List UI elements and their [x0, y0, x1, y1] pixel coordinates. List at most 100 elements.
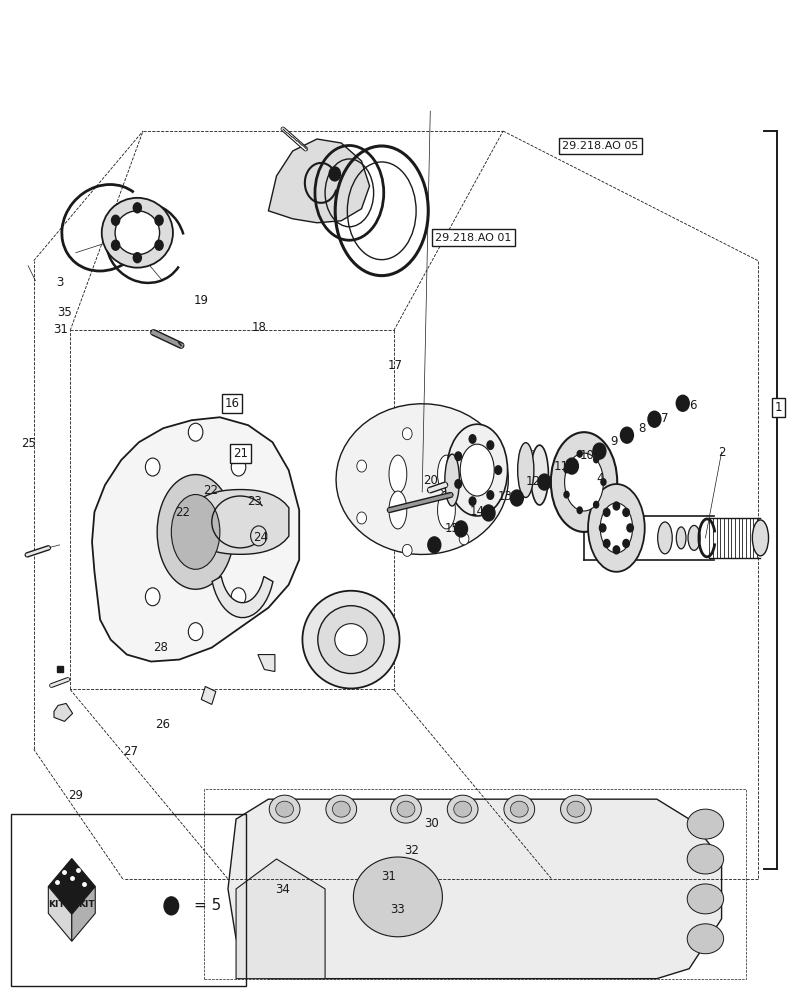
Ellipse shape	[397, 801, 414, 817]
Ellipse shape	[564, 453, 603, 511]
Polygon shape	[228, 799, 721, 979]
Polygon shape	[71, 886, 95, 941]
Ellipse shape	[676, 527, 685, 549]
Circle shape	[592, 501, 599, 509]
Ellipse shape	[444, 454, 459, 506]
Circle shape	[133, 253, 141, 263]
Ellipse shape	[317, 606, 384, 674]
Polygon shape	[92, 417, 298, 662]
Ellipse shape	[560, 795, 590, 823]
Polygon shape	[258, 655, 275, 672]
Circle shape	[603, 508, 609, 516]
Circle shape	[468, 496, 476, 506]
Text: 27: 27	[123, 745, 138, 758]
Circle shape	[612, 546, 619, 554]
Text: 14: 14	[469, 505, 484, 518]
Polygon shape	[201, 686, 216, 704]
Ellipse shape	[101, 198, 173, 268]
Ellipse shape	[657, 522, 672, 554]
Circle shape	[603, 539, 609, 547]
Circle shape	[622, 539, 629, 547]
Polygon shape	[187, 490, 289, 554]
Polygon shape	[336, 404, 508, 554]
Ellipse shape	[302, 591, 399, 688]
Circle shape	[494, 465, 502, 475]
Text: 23: 23	[247, 495, 262, 508]
Circle shape	[427, 537, 440, 553]
Text: 13: 13	[496, 490, 512, 503]
Text: 29.218.AO 01: 29.218.AO 01	[435, 233, 511, 243]
Text: 30: 30	[423, 817, 438, 830]
Text: 16: 16	[224, 397, 239, 410]
Text: = 5: = 5	[194, 898, 221, 913]
Ellipse shape	[686, 844, 723, 874]
Ellipse shape	[686, 884, 723, 914]
Ellipse shape	[171, 495, 220, 569]
Text: 26: 26	[155, 718, 169, 731]
Ellipse shape	[453, 801, 471, 817]
Circle shape	[563, 491, 569, 499]
Text: 35: 35	[57, 306, 72, 319]
Polygon shape	[49, 859, 95, 914]
Ellipse shape	[437, 491, 455, 529]
Ellipse shape	[460, 444, 494, 496]
Text: 32: 32	[404, 844, 418, 857]
Text: 20: 20	[423, 474, 437, 487]
Ellipse shape	[566, 801, 584, 817]
Text: 31: 31	[53, 323, 68, 336]
Circle shape	[188, 623, 203, 641]
Text: 29.218.AO 05: 29.218.AO 05	[561, 141, 637, 151]
Circle shape	[188, 423, 203, 441]
Text: 12: 12	[525, 475, 540, 488]
Circle shape	[576, 450, 582, 458]
Circle shape	[626, 524, 633, 532]
Circle shape	[402, 428, 412, 440]
Text: 22: 22	[175, 506, 190, 519]
Text: 11: 11	[553, 460, 569, 473]
Text: 17: 17	[388, 359, 402, 372]
Text: 22: 22	[203, 484, 217, 497]
Text: 21: 21	[233, 447, 248, 460]
Circle shape	[454, 521, 467, 537]
Circle shape	[111, 215, 119, 225]
Circle shape	[576, 506, 582, 514]
Text: 1: 1	[774, 401, 781, 414]
Circle shape	[468, 434, 476, 444]
Circle shape	[620, 427, 633, 443]
Circle shape	[612, 502, 619, 510]
Circle shape	[251, 526, 267, 546]
Circle shape	[145, 458, 160, 476]
Ellipse shape	[334, 624, 367, 656]
Circle shape	[402, 544, 412, 556]
Circle shape	[592, 443, 605, 459]
Text: 3: 3	[56, 276, 63, 289]
Text: 6: 6	[689, 399, 696, 412]
Circle shape	[459, 439, 468, 451]
Ellipse shape	[686, 809, 723, 839]
Ellipse shape	[614, 518, 634, 558]
Circle shape	[453, 479, 461, 489]
Circle shape	[676, 395, 689, 411]
Ellipse shape	[599, 503, 632, 553]
Text: 25: 25	[20, 437, 36, 450]
Circle shape	[482, 505, 495, 521]
Ellipse shape	[353, 857, 442, 937]
Polygon shape	[236, 859, 324, 979]
Ellipse shape	[517, 443, 533, 498]
Circle shape	[356, 512, 366, 524]
Circle shape	[459, 533, 468, 545]
Polygon shape	[54, 703, 72, 721]
Text: 19: 19	[194, 294, 208, 307]
Ellipse shape	[437, 455, 455, 493]
Ellipse shape	[446, 424, 507, 516]
Circle shape	[155, 215, 163, 225]
Circle shape	[599, 524, 605, 532]
Circle shape	[164, 897, 178, 915]
Ellipse shape	[388, 455, 406, 493]
Text: 31: 31	[381, 870, 396, 883]
Circle shape	[564, 458, 577, 474]
Circle shape	[145, 588, 160, 606]
Circle shape	[486, 440, 494, 450]
Text: 34: 34	[275, 883, 290, 896]
Ellipse shape	[510, 801, 527, 817]
